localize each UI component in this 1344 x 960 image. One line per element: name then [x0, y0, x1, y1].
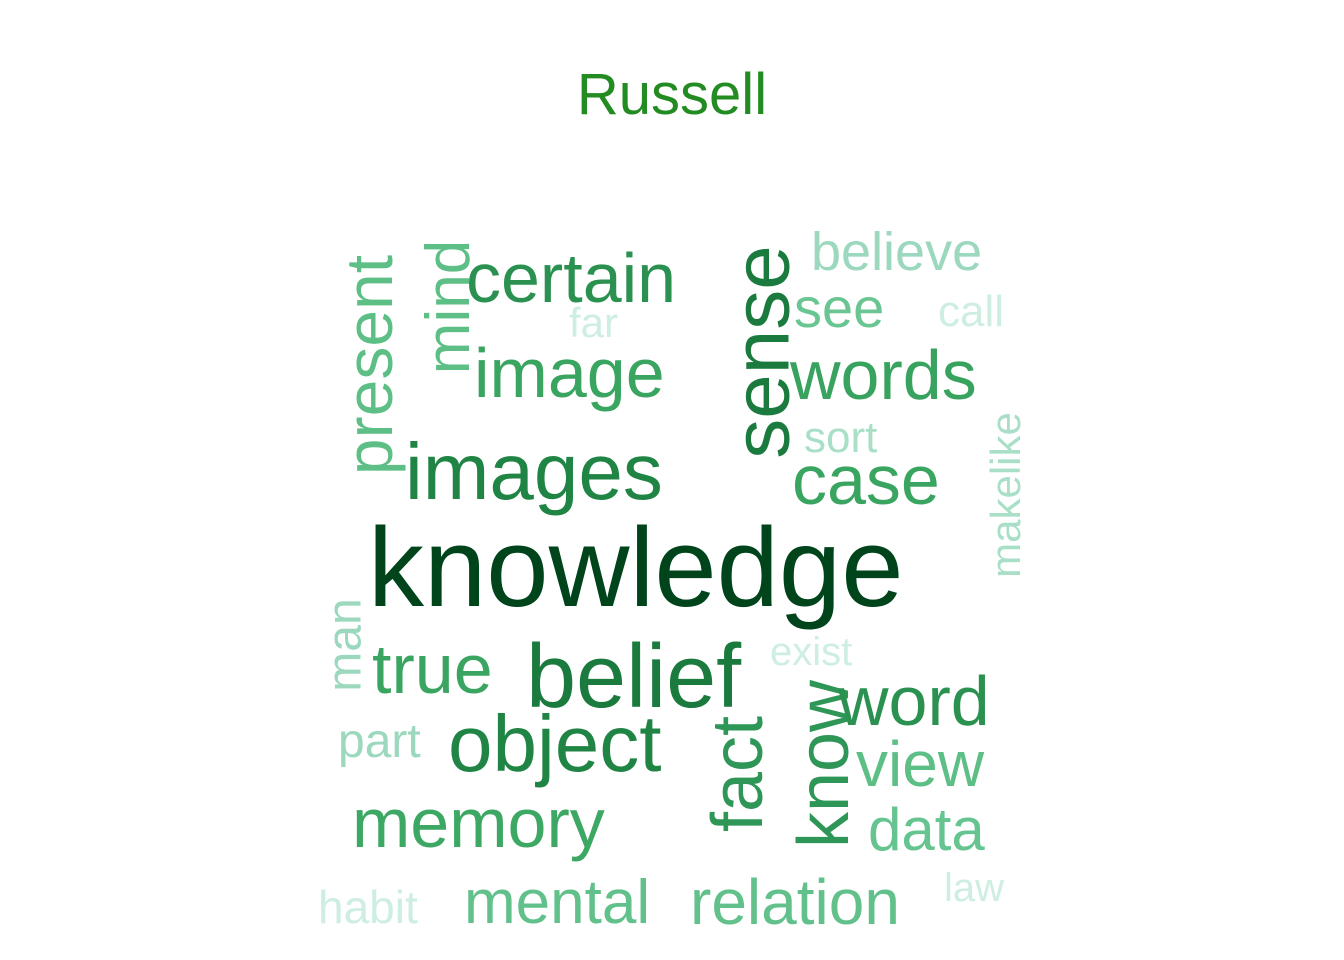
word-makelike: makelike: [981, 411, 1029, 578]
word-words: words: [790, 336, 977, 414]
word-relation: relation: [690, 866, 900, 938]
word-word: word: [838, 662, 990, 740]
word-habit: habit: [318, 881, 418, 933]
word-mental: mental: [464, 868, 651, 937]
word-certain: certain: [466, 239, 677, 317]
word-case: case: [792, 441, 940, 519]
word-belief: belief: [526, 627, 742, 727]
word-far: far: [569, 299, 619, 346]
word-data: data: [868, 796, 985, 863]
word-see: see: [794, 276, 885, 339]
word-image: image: [474, 334, 665, 412]
word-sort: sort: [804, 413, 878, 462]
word-man: man: [319, 598, 372, 692]
word-knowledge: knowledge: [368, 505, 904, 630]
word-true: true: [372, 630, 493, 708]
word-fact: fact: [698, 716, 778, 833]
word-memory: memory: [352, 784, 605, 862]
word-object: object: [448, 699, 662, 788]
word-mind: mind: [413, 239, 483, 375]
word-exist: exist: [770, 630, 853, 674]
word-law: law: [944, 866, 1005, 910]
word-view: view: [856, 728, 985, 800]
word-part: part: [338, 715, 421, 768]
word-call: call: [938, 287, 1005, 336]
cloud-title: Russell: [576, 62, 768, 127]
word-present: present: [331, 254, 406, 476]
word-believe: believe: [811, 222, 983, 282]
word-images: images: [405, 427, 663, 516]
